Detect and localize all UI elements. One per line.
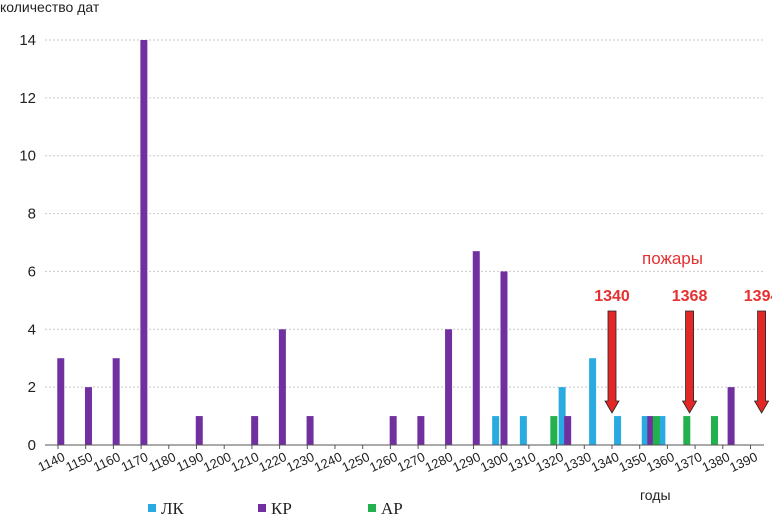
legend-label-КР: КР [271,499,292,518]
bar-АР [710,416,718,445]
y-tick-label: 4 [28,321,36,338]
bar-КР [140,40,148,445]
bar-КР [472,251,480,445]
fire-year-label: 1368 [672,288,708,305]
y-tick-label: 14 [19,32,36,49]
bar-КР [417,416,425,445]
y-tick-label: 12 [19,90,36,107]
y-tick-label: 8 [28,206,36,223]
bar-ЛК [589,358,597,445]
bar-КР [251,416,259,445]
bar-ЛК [492,416,500,445]
bar-КР [647,416,655,445]
bar-КР [112,358,120,445]
bar-АР [683,416,691,445]
fire-arrow [753,310,770,414]
bars [57,40,735,445]
x-tick-label: 1140 [36,449,68,474]
bar-ЛК [658,416,666,445]
bar-КР [84,387,92,445]
bar-КР [278,329,286,445]
bar-КР [306,416,314,445]
fire-annotations: 1340 1368 1394 [594,288,772,414]
bar-ЛК [614,416,622,445]
x-tick-label: 1170 [119,449,151,474]
bar-АР [652,416,660,445]
fire-arrow [681,310,698,414]
y-tick-label: 2 [28,379,36,396]
bar-КР [57,358,65,445]
legend-label-ЛК: ЛК [161,499,185,518]
y-tick-label: 6 [28,263,36,280]
y-tick-label: 10 [19,148,36,165]
x-axis-label: годы [640,487,671,503]
gridlines [45,39,764,388]
fire-year-label: 1340 [594,288,630,305]
legend-swatch-КР [258,504,266,512]
fire-arrow [604,310,620,414]
x-tick-label: 1160 [91,449,123,474]
bar-АР [550,416,558,445]
legend-swatch-АР [368,504,376,512]
annotation-title: пожары [642,249,703,268]
bar-ЛК [519,416,527,445]
axes: 0246810121411401150116011701180119012001… [19,32,764,475]
bar-ЛК [558,387,566,445]
y-tick-label: 0 [28,437,36,454]
bar-КР [564,416,572,445]
fire-year-label: 1394 [744,288,772,305]
bar-ЛК [641,416,649,445]
bar-КР [389,416,397,445]
legend-swatch-ЛК [148,504,156,512]
bar-КР [727,387,735,445]
y-axis-label: количество дат [0,0,100,15]
x-tick-label: 1180 [146,449,178,474]
x-tick-label: 1150 [63,449,95,474]
bar-КР [445,329,453,445]
bar-КР [195,416,203,445]
legend: ЛК КР АР [148,499,403,518]
bar-КР [500,271,508,445]
x-tick-label: 1390 [727,449,760,475]
legend-label-АР: АР [381,499,403,518]
